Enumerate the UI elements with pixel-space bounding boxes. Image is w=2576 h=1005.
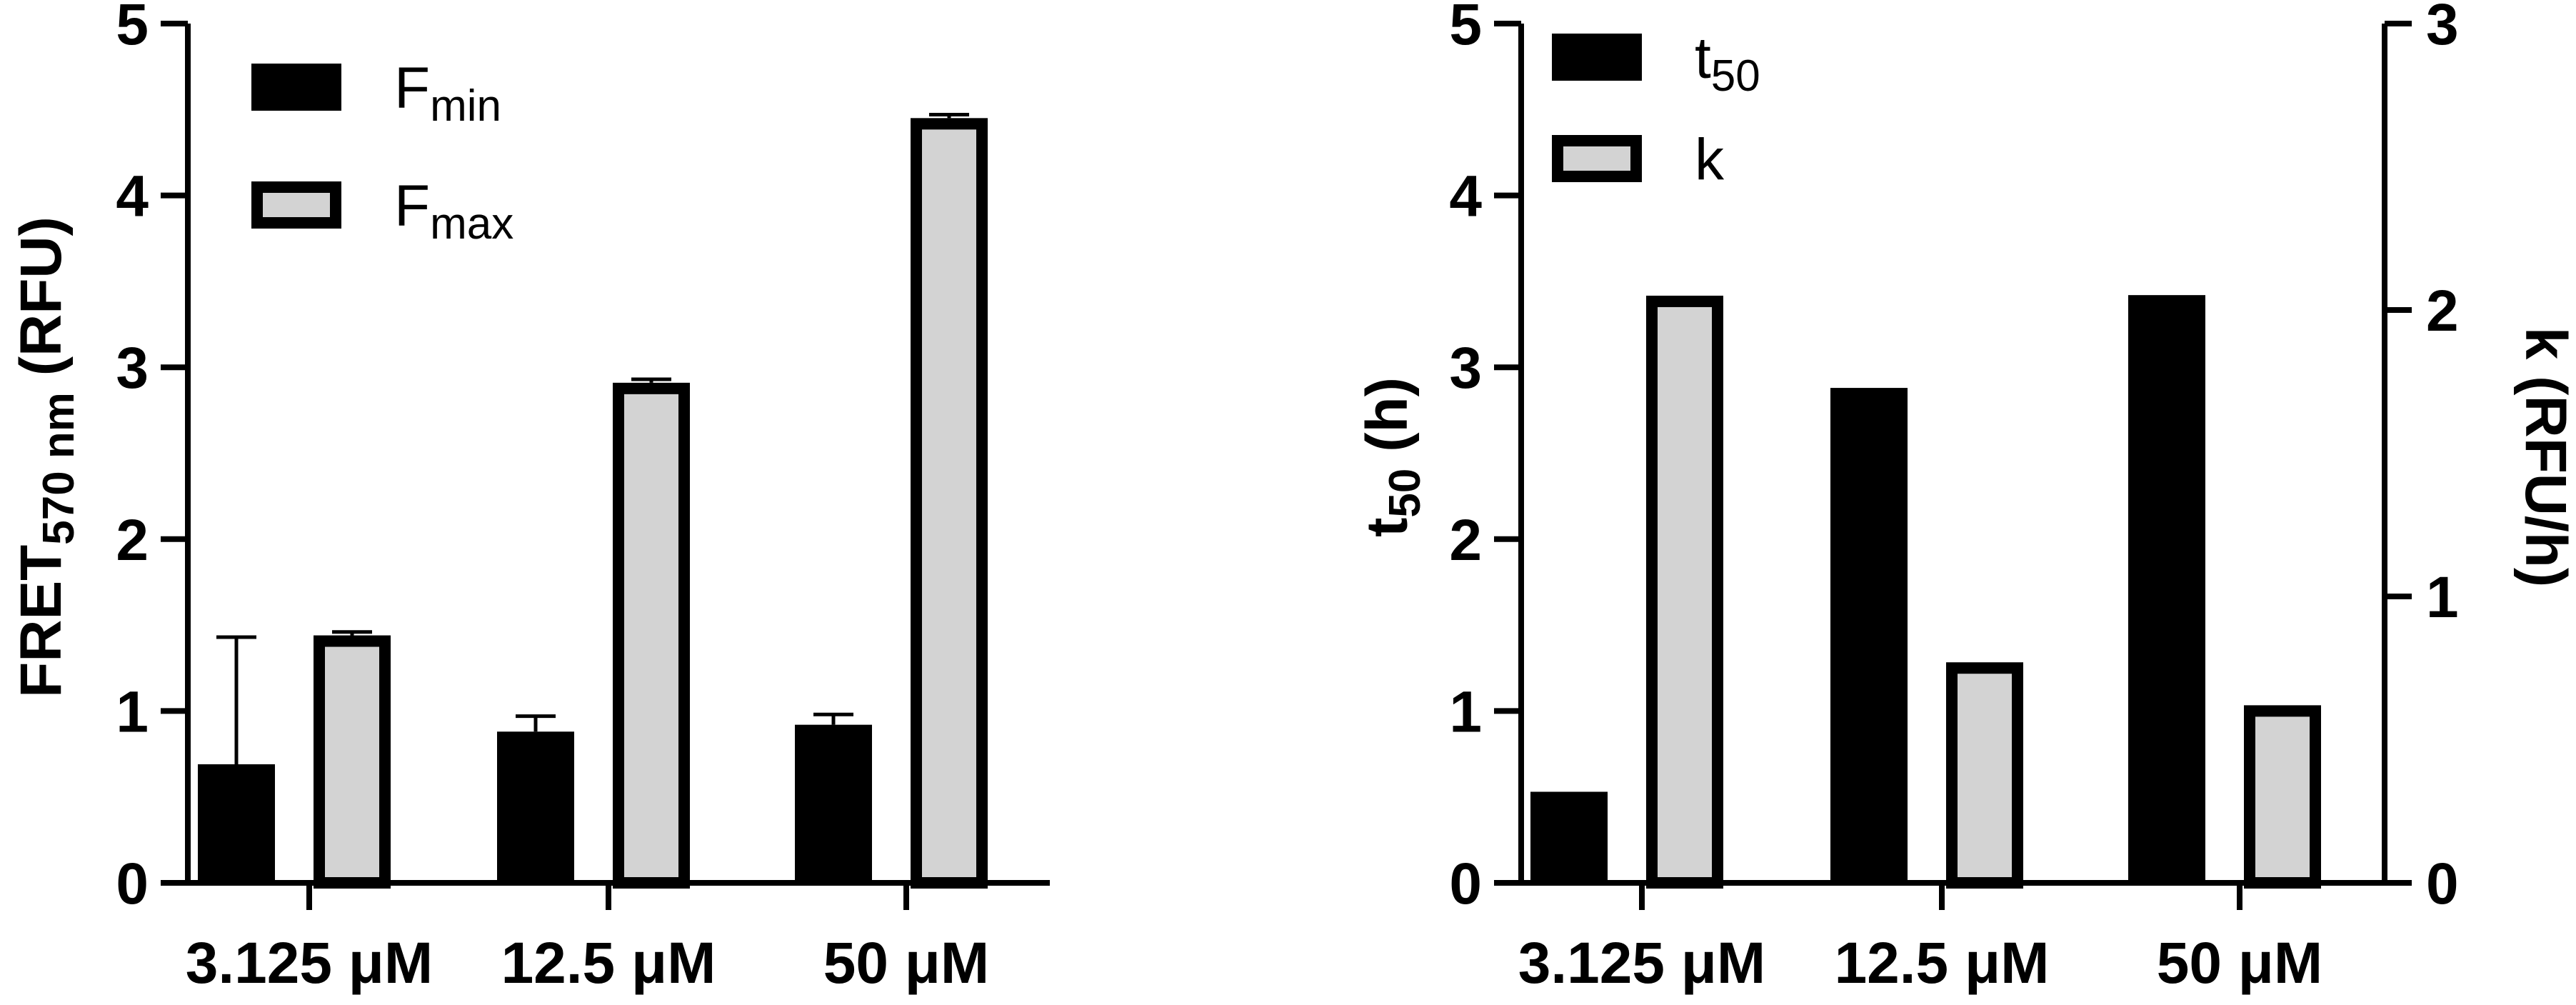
- chart-fret: 0 1 2 3 4 5 3.125 μM 12.5 μM 50 μM FRET570 nm (RF…: [9, 0, 1050, 996]
- kin-legend-label-1-main: t: [1695, 26, 1711, 91]
- fret-legend-label-2-sub: max: [430, 199, 513, 249]
- fret-legend-label-1: Fmin: [394, 56, 501, 131]
- kin-bar-2-2: [1946, 662, 2023, 889]
- kin-legend-swatch-2: [1552, 135, 1642, 182]
- fret-legend-label-1-main: F: [394, 56, 430, 121]
- kin-bar-1-3: [2128, 295, 2205, 883]
- kin-legend-swatch-1: [1552, 34, 1642, 81]
- kin-bar-2-3: [2244, 705, 2321, 889]
- fret-y-tick-label-5: 5: [116, 0, 149, 57]
- fret-legend-swatch-1: [251, 64, 341, 111]
- kin-x-tick-label-1: 3.125 μM: [1518, 931, 1765, 996]
- kin-legend-label-2-main: k: [1695, 127, 1725, 192]
- fret-y-tick-label-3: 3: [116, 336, 149, 401]
- fret-y-tick-label-2: 2: [116, 508, 149, 573]
- kin-y2-tick-label-2: 2: [2426, 279, 2459, 344]
- fret-y-tick-label-0: 0: [116, 851, 149, 916]
- kin-y-label: t50 (h): [1355, 377, 1430, 537]
- kin-y-tick-label-3: 3: [1449, 336, 1482, 401]
- fret-y-label-sub: 570 nm: [34, 392, 84, 545]
- fret-y-label: FRET570 nm (RFU): [9, 216, 84, 698]
- kin-y2-tick-label-1: 1: [2426, 565, 2459, 630]
- fret-bar-1-1: [198, 764, 275, 883]
- kin-y-tick-label-2: 2: [1449, 508, 1482, 573]
- kin-x-tick-label-3: 50 μM: [2157, 931, 2322, 996]
- kin-x-tick-label-2: 12.5 μM: [1835, 931, 2050, 996]
- fret-legend-swatch-2: [251, 181, 341, 229]
- fret-y-label-main: FRET: [9, 545, 74, 698]
- kin-legend-label-1-sub: 50: [1711, 51, 1760, 101]
- fret-bar-1-2: [497, 731, 574, 883]
- fret-legend-label-2: Fmax: [394, 174, 513, 249]
- fret-y-tick-label-4: 4: [116, 164, 149, 229]
- kin-y-tick-label-1: 1: [1449, 679, 1482, 744]
- kin-y2-label: k (RFU/h): [2513, 327, 2576, 587]
- kin-y-label-sub: 50: [1380, 469, 1430, 518]
- kin-y-tick-label-4: 4: [1449, 164, 1482, 229]
- fret-x-tick-label-2: 12.5 μM: [501, 931, 716, 996]
- kin-bar-1-2: [1830, 388, 1908, 883]
- fret-bar-1-3: [795, 724, 872, 883]
- fret-y-label-unit: (RFU): [9, 216, 74, 392]
- kin-bar-2-1: [1646, 295, 1723, 889]
- fret-y-tick-label-1: 1: [116, 679, 149, 744]
- fret-bar-2-1: [314, 635, 391, 889]
- fret-x-tick-label-3: 50 μM: [823, 931, 989, 996]
- fret-legend-label-2-main: F: [394, 174, 430, 239]
- kin-legend-label-1: t50: [1695, 26, 1760, 101]
- kin-bar-1-1: [1530, 791, 1608, 883]
- kin-y2-tick-label-3: 3: [2426, 0, 2459, 57]
- kin-y-tick-label-0: 0: [1449, 851, 1482, 916]
- fret-bar-2-3: [911, 118, 988, 889]
- kin-legend-label-2: k: [1695, 127, 1725, 192]
- fret-legend-label-1-sub: min: [430, 81, 501, 131]
- kin-y2-tick-label-0: 0: [2426, 851, 2459, 916]
- kin-y-label-main: t: [1355, 518, 1420, 537]
- fret-bar-2-2: [613, 382, 690, 889]
- kin-y-label-unit: (h): [1355, 377, 1420, 468]
- fret-x-tick-label-1: 3.125 μM: [186, 931, 433, 996]
- kin-y-tick-label-5: 5: [1449, 0, 1482, 57]
